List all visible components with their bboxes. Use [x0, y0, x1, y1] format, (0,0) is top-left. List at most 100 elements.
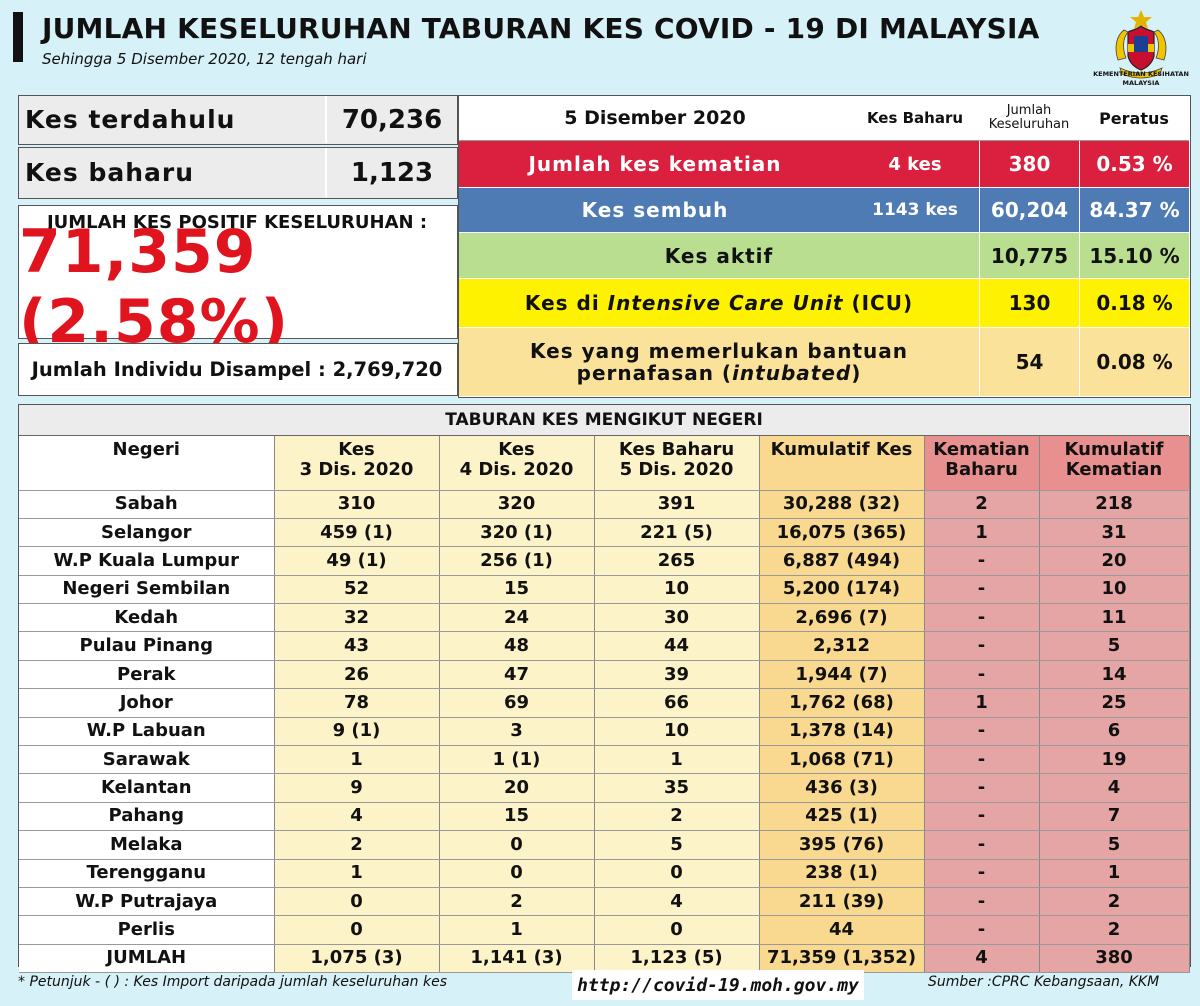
intubated-label: Kes yang memerlukan bantuan pernafasan (…: [530, 339, 908, 385]
table-row: Johor 78 69 66 1,762 (68) 1 25: [19, 688, 1190, 718]
col-cumulative-cases-cell: 211 (39): [759, 887, 925, 917]
table-row: Pahang 4 15 2 425 (1) -7: [19, 802, 1190, 832]
col-state-cell: JUMLAH: [19, 944, 275, 974]
table-row: Sabah 310 320 391 30,288 (32) 2 218: [19, 490, 1190, 519]
col-new-cases-5dec-cell: 265: [594, 546, 760, 576]
table-total-row: JUMLAH 1,075 (3) 1,141 (3) 1,123 (5) 71,359 …: [19, 944, 1190, 974]
col-new-cases-5dec-header: Kes Baharu 5 Dis. 2020: [594, 436, 760, 491]
summary-date: 5 Disember 2020: [564, 107, 746, 129]
col-state-cell: Melaka: [19, 830, 275, 860]
summary-header-row: 5 Disember 2020 Kes Baharu Jumlah Keselu…: [459, 96, 1189, 141]
col-cases-4dec-cell: 20: [439, 773, 595, 803]
col-new-cases-5dec-cell: 391: [594, 490, 760, 519]
col-cumulative-cases-header: Kumulatif Kes: [759, 436, 925, 491]
col-cases-3dec-cell: 78: [274, 688, 440, 718]
death-label: Jumlah kes kematian: [528, 152, 782, 176]
col-cumulative-deaths-cell: 25: [1039, 688, 1190, 718]
col-new-deaths-cell: -: [924, 575, 1040, 605]
col-state-cell: Pulau Pinang: [19, 631, 275, 661]
state-distribution-table: TABURAN KES MENGIKUT NEGERI Negeri Kes 3 …: [18, 404, 1191, 974]
total-positive-value: 71,359 (2.58%): [19, 217, 289, 357]
table-row: Kelantan 9 20 35 436 (3) -4: [19, 773, 1190, 803]
col-cumulative-cases-cell: 425 (1): [759, 802, 925, 832]
col-new-cases-5dec-cell: 10: [594, 717, 760, 747]
col-new-cases-5dec-cell: 1,123 (5): [594, 944, 760, 974]
icu-total: 130: [979, 279, 1079, 327]
previous-cases-box: Kes terdahulu 70,236: [18, 95, 458, 145]
col-cases-4dec-cell: 1,141 (3): [439, 944, 595, 974]
source-url-link[interactable]: http://covid-19.moh.gov.my: [572, 970, 864, 1000]
table-body: Sabah 310 320 391 30,288 (32) 2 218 Selangor 459…: [19, 490, 1190, 974]
col-cases-3dec-cell: 310: [274, 490, 440, 519]
source-credit: Sumber :CPRC Kebangsaan, KKM: [928, 974, 1160, 990]
col-cumulative-deaths-cell: 2: [1039, 887, 1190, 917]
intubated-pct: 0.08 %: [1079, 328, 1189, 396]
col-new-cases-5dec-cell: 1: [594, 745, 760, 775]
total-positive-box: JUMLAH KES POSITIF KESELURUHAN : 71,359 …: [18, 205, 458, 357]
col-cases-3dec-cell: 1: [274, 859, 440, 888]
previous-cases-label: Kes terdahulu: [25, 105, 236, 134]
col-new-cases-5dec-cell: 30: [594, 603, 760, 633]
col-cumulative-cases-cell: 44: [759, 915, 925, 945]
col-cumulative-cases-cell: 238 (1): [759, 859, 925, 888]
col-new-cases-5dec-cell: 39: [594, 660, 760, 690]
col-cases-3dec-cell: 9 (1): [274, 717, 440, 747]
col-cumulative-deaths-cell: 218: [1039, 490, 1190, 519]
table-row: Perlis 0 1 0 44-2: [19, 915, 1190, 945]
col-cases-4dec-cell: 48: [439, 631, 595, 661]
col-new-cases-5dec-cell: 0: [594, 859, 760, 888]
col-cases-4dec-cell: 1 (1): [439, 745, 595, 775]
col-state-cell: W.P Labuan: [19, 717, 275, 747]
col-cases-4dec-cell: 47: [439, 660, 595, 690]
col-cases-3dec-cell: 1: [274, 745, 440, 775]
recovered-row: Kes sembuh 1143 kes 60,204 84.37 %: [459, 188, 1189, 233]
footnote: * Petunjuk - ( ) : Kes Import daripada j…: [18, 974, 448, 990]
header-accent-bar: [13, 12, 23, 62]
col-new-deaths-cell: 1: [924, 688, 1040, 718]
col-cases-4dec-cell: 24: [439, 603, 595, 633]
col-new-cases-5dec-cell: 44: [594, 631, 760, 661]
table-row: W.P Putrajaya 0 2 4 211 (39) -2: [19, 887, 1190, 917]
col-new-deaths-cell: 2: [924, 490, 1040, 519]
col-state-cell: Kelantan: [19, 773, 275, 803]
col-cumulative-cases-cell: 1,068 (71): [759, 745, 925, 775]
col-new-deaths-cell: -: [924, 603, 1040, 633]
col-new-deaths-cell: -: [924, 631, 1040, 661]
col-new-deaths-cell: -: [924, 745, 1040, 775]
col-new-cases-5dec-cell: 5: [594, 830, 760, 860]
col-cases-3dec-cell: 459 (1): [274, 518, 440, 548]
col-new-deaths-header: Kematian Baharu: [924, 436, 1040, 491]
icu-row: Kes di Intensive Care Unit (ICU) 130 0.1…: [459, 279, 1189, 328]
page-subtitle: Sehingga 5 Disember 2020, 12 tengah hari: [42, 50, 367, 68]
col-new-deaths-cell: -: [924, 915, 1040, 945]
table-row: Selangor 459 (1) 320 (1) 221 (5) 16,075 (365…: [19, 518, 1190, 548]
table-row: Kedah 32 24 30 2,696 (7) -11: [19, 603, 1190, 633]
col-pct-header: Peratus: [1099, 108, 1169, 128]
col-cases-3dec-cell: 26: [274, 660, 440, 690]
col-new-deaths-cell: -: [924, 830, 1040, 860]
col-cumulative-cases-cell: 1,378 (14): [759, 717, 925, 747]
col-cumulative-cases-cell: 2,312: [759, 631, 925, 661]
col-new-cases-5dec-cell: 4: [594, 887, 760, 917]
col-cases-3dec-cell: 0: [274, 887, 440, 917]
col-new-deaths-cell: -: [924, 859, 1040, 888]
table-title: TABURAN KES MENGIKUT NEGERI: [19, 405, 1189, 436]
new-cases-box: Kes baharu 1,123: [18, 147, 458, 199]
intubated-total: 54: [979, 328, 1079, 396]
col-cases-4dec-cell: 1: [439, 915, 595, 945]
col-cases-3dec-cell: 1,075 (3): [274, 944, 440, 974]
death-row: Jumlah kes kematian 4 kes 380 0.53 %: [459, 141, 1189, 188]
agency-label: KEMENTERIAN KESIHATAN MALAYSIA: [1093, 70, 1189, 87]
table-row: Terengganu 1 0 0 238 (1) -1: [19, 859, 1190, 888]
col-state-cell: Kedah: [19, 603, 275, 633]
col-new-deaths-cell: -: [924, 546, 1040, 576]
col-new-deaths-cell: -: [924, 773, 1040, 803]
col-new-cases-5dec-cell: 0: [594, 915, 760, 945]
col-state-cell: Perak: [19, 660, 275, 690]
col-new-cases-5dec-cell: 221 (5): [594, 518, 760, 548]
col-cases-3dec-cell: 32: [274, 603, 440, 633]
col-cumulative-deaths-cell: 5: [1039, 631, 1190, 661]
table-row: Pulau Pinang 43 48 44 2,312-5: [19, 631, 1190, 661]
col-cumulative-cases-cell: 1,944 (7): [759, 660, 925, 690]
new-cases-value: 1,123: [350, 157, 434, 188]
